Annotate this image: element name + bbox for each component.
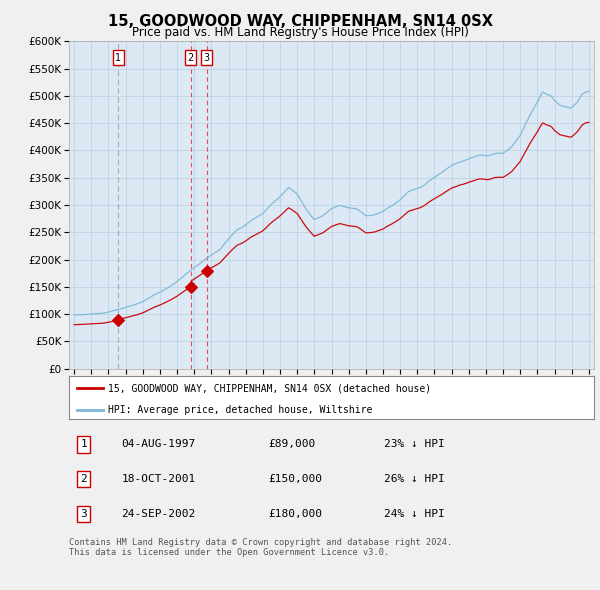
Text: £180,000: £180,000	[269, 509, 323, 519]
Text: 2: 2	[80, 474, 87, 484]
Text: 24% ↓ HPI: 24% ↓ HPI	[384, 509, 445, 519]
Text: 18-OCT-2001: 18-OCT-2001	[121, 474, 196, 484]
Text: 3: 3	[203, 53, 210, 63]
Text: Price paid vs. HM Land Registry's House Price Index (HPI): Price paid vs. HM Land Registry's House …	[131, 26, 469, 39]
Text: 15, GOODWOOD WAY, CHIPPENHAM, SN14 0SX (detached house): 15, GOODWOOD WAY, CHIPPENHAM, SN14 0SX (…	[109, 384, 431, 394]
Text: 2: 2	[188, 53, 194, 63]
Point	[202, 266, 212, 275]
Text: 1: 1	[80, 440, 87, 450]
Text: 15, GOODWOOD WAY, CHIPPENHAM, SN14 0SX: 15, GOODWOOD WAY, CHIPPENHAM, SN14 0SX	[107, 14, 493, 28]
Text: Contains HM Land Registry data © Crown copyright and database right 2024.
This d: Contains HM Land Registry data © Crown c…	[69, 538, 452, 558]
Point	[186, 282, 196, 291]
Point	[113, 316, 123, 325]
Text: 24-SEP-2002: 24-SEP-2002	[121, 509, 196, 519]
Text: 04-AUG-1997: 04-AUG-1997	[121, 440, 196, 450]
Text: 1: 1	[115, 53, 122, 63]
Text: HPI: Average price, detached house, Wiltshire: HPI: Average price, detached house, Wilt…	[109, 405, 373, 415]
Text: £89,000: £89,000	[269, 440, 316, 450]
Text: 26% ↓ HPI: 26% ↓ HPI	[384, 474, 445, 484]
Text: 23% ↓ HPI: 23% ↓ HPI	[384, 440, 445, 450]
Text: 3: 3	[80, 509, 87, 519]
Text: £150,000: £150,000	[269, 474, 323, 484]
